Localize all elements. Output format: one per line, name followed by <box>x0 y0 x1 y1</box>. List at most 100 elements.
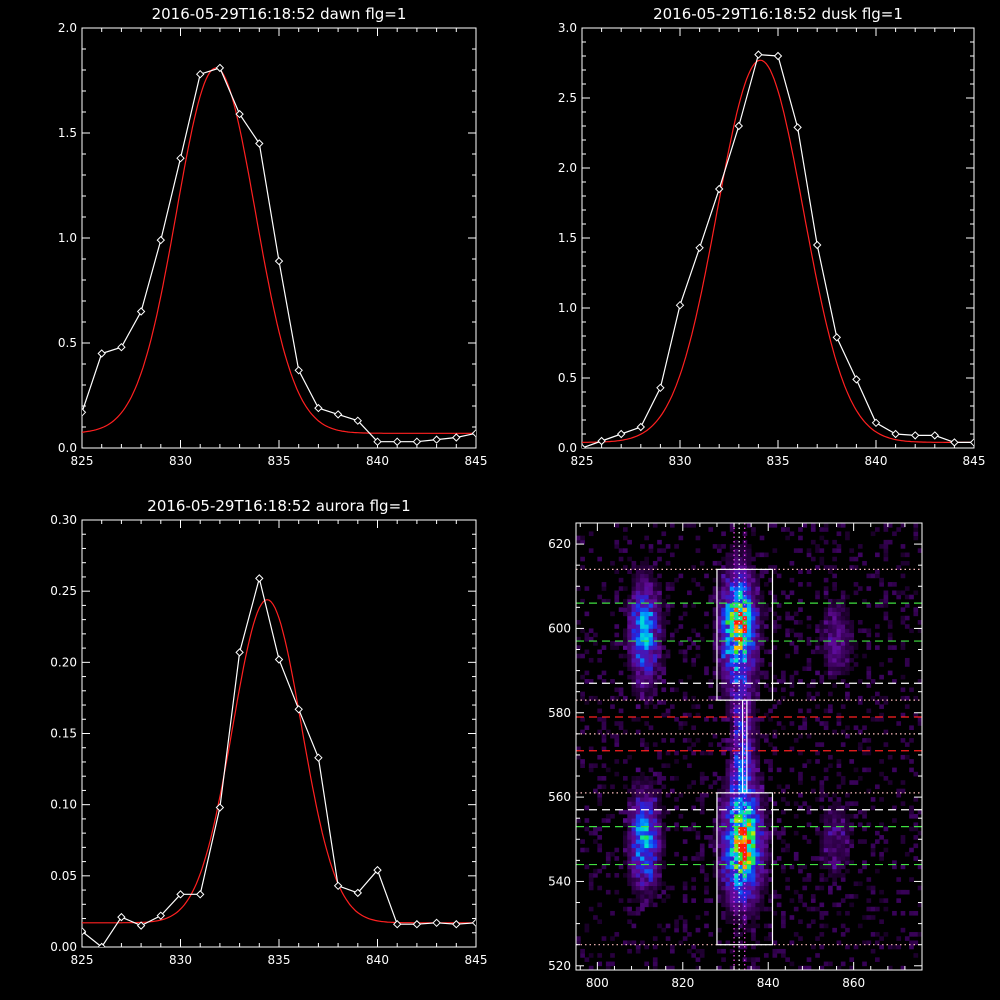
heatmap-cell <box>746 590 752 596</box>
heatmap-cell <box>751 877 756 882</box>
heatmap-cell <box>648 776 654 781</box>
heatmap-cell <box>746 586 752 591</box>
heatmap-cell <box>896 889 902 895</box>
heatmap-cell <box>763 805 769 811</box>
heatmap-cell <box>597 843 603 849</box>
heatmap-cell <box>729 582 735 587</box>
heatmap-cell <box>580 759 585 764</box>
heatmap-cell <box>734 877 739 882</box>
heatmap-cell <box>729 590 735 596</box>
heatmap-cell <box>734 700 739 705</box>
heatmap-cell <box>640 805 645 811</box>
heatmap-cell <box>785 847 790 853</box>
heatmap-cell <box>716 695 722 701</box>
heatmap-cell <box>866 898 872 903</box>
heatmap-cell <box>836 548 842 553</box>
heatmap-cell <box>857 619 863 625</box>
heatmap-cell <box>746 788 752 794</box>
heatmap-cell <box>725 898 731 903</box>
heatmap-cell <box>751 590 756 596</box>
heatmap-cell <box>635 603 641 608</box>
heatmap-cell <box>789 864 795 870</box>
heatmap-cell <box>776 902 782 908</box>
heatmap-cell <box>657 619 662 625</box>
heatmap-cell <box>657 582 662 587</box>
heatmap-cell <box>815 885 820 891</box>
heatmap-cell <box>725 830 731 836</box>
heatmap-cell <box>746 957 752 962</box>
heatmap-cell <box>849 894 855 899</box>
heatmap-cell <box>836 615 842 621</box>
heatmap-cell <box>593 788 598 794</box>
heatmap-cell <box>682 856 688 861</box>
heatmap-cell <box>729 662 735 667</box>
heatmap-cell <box>712 818 718 823</box>
heatmap-cell <box>691 953 697 958</box>
heatmap-cell <box>708 843 714 849</box>
heatmap-cell <box>917 885 923 891</box>
heatmap-cell <box>721 813 726 819</box>
heatmap-cell <box>716 657 722 663</box>
heatmap-cell <box>828 763 833 768</box>
heatmap-cell <box>631 679 637 684</box>
heatmap-cell <box>644 860 650 865</box>
heatmap-cell <box>721 653 726 659</box>
heatmap-cell <box>652 619 658 625</box>
heatmap-cell <box>657 771 662 777</box>
heatmap-cell <box>738 544 743 549</box>
heatmap-cell <box>584 670 590 676</box>
heatmap-cell <box>879 674 884 680</box>
heatmap-cell <box>896 527 902 532</box>
heatmap-cell <box>793 801 799 806</box>
heatmap-cell <box>734 725 739 731</box>
heatmap-cell <box>828 615 833 621</box>
heatmap-cell <box>742 666 748 671</box>
heatmap-cell <box>819 797 825 802</box>
heatmap-cell <box>840 662 846 667</box>
heatmap-cell <box>725 594 731 600</box>
heatmap-cell <box>635 881 641 887</box>
heatmap-cell <box>810 683 816 688</box>
heatmap-cell <box>721 577 726 583</box>
heatmap-cell <box>597 885 603 891</box>
heatmap-cell <box>640 619 645 625</box>
heatmap-cell <box>657 864 662 870</box>
heatmap-cell <box>661 809 667 815</box>
heatmap-cell <box>725 818 731 823</box>
heatmap-cell <box>879 822 884 828</box>
heatmap-cell <box>738 818 743 823</box>
heatmap-cell <box>845 657 850 663</box>
heatmap-cell <box>635 653 641 659</box>
heatmap-cell <box>729 788 735 794</box>
heatmap-cell <box>810 695 816 701</box>
heatmap-cell <box>635 792 641 798</box>
heatmap-cell <box>845 813 850 819</box>
heatmap-cell <box>657 636 662 642</box>
heatmap-cell <box>661 712 667 718</box>
heatmap-cell <box>755 910 761 916</box>
heatmap-cell <box>661 657 667 663</box>
heatmap-cell <box>640 598 645 604</box>
data-point-marker <box>353 888 363 898</box>
heatmap-cell <box>819 923 825 929</box>
heatmap-cell <box>866 767 872 773</box>
heatmap-cell <box>648 590 654 596</box>
heatmap-cell <box>862 809 867 815</box>
heatmap-cell <box>751 645 756 650</box>
heatmap-cell <box>759 839 765 844</box>
data-point-marker <box>910 431 920 440</box>
heatmap-cell <box>644 573 650 579</box>
heatmap-cell <box>853 590 859 596</box>
heatmap-cell <box>712 843 718 849</box>
heatmap-cell <box>742 594 748 600</box>
heatmap-cell <box>810 788 816 794</box>
data-point-marker <box>274 655 284 664</box>
heatmap-cell <box>712 590 718 596</box>
heatmap-cell <box>721 847 726 853</box>
heatmap-cell <box>738 915 743 920</box>
heatmap-cell <box>661 898 667 903</box>
heatmap-cell <box>823 830 829 836</box>
heatmap-cell <box>781 809 786 815</box>
heatmap-cell <box>734 645 739 650</box>
heatmap-cell <box>605 873 611 878</box>
